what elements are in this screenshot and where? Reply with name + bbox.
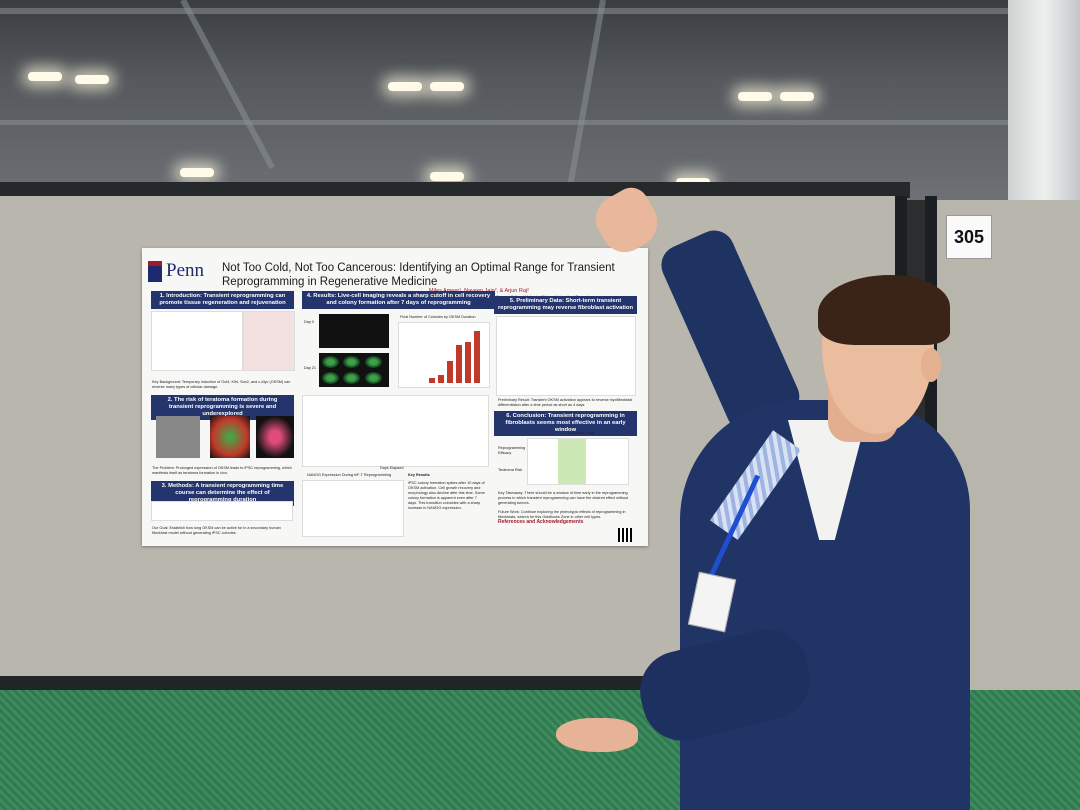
hair (818, 275, 950, 345)
day0-label: Day 0 (304, 320, 314, 324)
figure-preliminary-data (496, 316, 636, 396)
colony-count-bar (456, 345, 462, 383)
figure-teratoma-stain (210, 416, 250, 458)
white-column (1008, 0, 1080, 200)
colony-count-bar (474, 331, 480, 383)
goldilocks-diagram (527, 438, 629, 485)
colony (343, 356, 360, 368)
ceiling (0, 0, 1080, 200)
key-results-heading: Key Results (408, 473, 430, 477)
pointing-hand (556, 718, 638, 752)
ceiling-light (430, 82, 464, 91)
ceiling-truss (0, 120, 1080, 125)
section-header-2: 2. The risk of teratoma formation during… (151, 395, 294, 420)
colony-count-bar (438, 375, 444, 383)
shield-icon (148, 260, 162, 282)
colony (343, 372, 360, 384)
ceiling-truss (0, 8, 1080, 14)
gfp-line-charts (302, 395, 489, 467)
ceiling-light (180, 168, 214, 177)
colony-count-bar (465, 342, 471, 383)
nanog-line-chart (302, 480, 404, 537)
ceiling-truss (567, 0, 606, 188)
references-heading: References and Acknowledgements (498, 519, 584, 525)
figure-schematic (151, 311, 243, 371)
figure-tissue-image (156, 416, 200, 458)
section-header-5: 5. Preliminary Data: Short-term transien… (494, 296, 637, 314)
days-elapsed-label: Days Elapsed (380, 466, 404, 470)
penn-logo: Penn (148, 258, 214, 284)
colony (322, 356, 339, 368)
future-work-text: Future Work: Continue exploring the phen… (498, 510, 626, 519)
figure-cell-grid (243, 311, 295, 371)
booth-number-sign: 305 (946, 215, 992, 259)
figure-fluorescence (256, 416, 294, 458)
ceiling-light (28, 72, 62, 81)
colonies-chart-title: Final Number of Colonies by OKSM Duratio… (400, 315, 476, 319)
ceiling-light (388, 82, 422, 91)
problem-text: The Problem: Prolonged expression of OKS… (152, 466, 292, 475)
goldilocks-label: Goldilocks Zone (567, 431, 595, 435)
colony-count-bar (447, 361, 453, 383)
poster-title: Not Too Cold, Not Too Cancerous: Identif… (222, 262, 615, 288)
ceiling-truss (180, 0, 275, 170)
colony-count-bar (429, 378, 435, 383)
colony (322, 372, 339, 384)
ceiling-light (738, 92, 772, 101)
key-takeaway-text: Key Takeaway: There should be a window o… (498, 491, 629, 505)
figure-timeline (151, 501, 293, 521)
section-header-1: 1. Introduction: Transient reprogramming… (151, 291, 294, 309)
goldilocks-zone (558, 439, 586, 484)
ceiling-light (780, 92, 814, 101)
reprogramming-efficacy-label: Reprogramming Efficacy (498, 446, 526, 455)
ceiling-light (75, 75, 109, 84)
nanog-chart-title: NANOG Expression During hiF-T Reprogramm… (307, 473, 392, 477)
logo-text: Penn (166, 260, 204, 281)
live-cell-images-day21 (319, 353, 389, 387)
qr-code-icon (618, 528, 632, 542)
live-cell-images-day0 (319, 314, 389, 348)
ceiling-light (430, 172, 464, 181)
colony (365, 372, 382, 384)
colonies-bar-chart (398, 322, 490, 388)
research-poster: Penn Not Too Cold, Not Too Cancerous: Id… (142, 248, 648, 546)
preliminary-result-text: Preliminary Result: Transient OKSM activ… (498, 398, 633, 407)
board-frame-top (0, 182, 910, 198)
goal-text: Our Goal: Establish how long OKSM can be… (152, 526, 281, 535)
colony (365, 356, 382, 368)
section-header-6: 6. Conclusion: Transient reprogramming i… (494, 411, 637, 436)
key-results-text: iPSC colony formation spikes after 10 da… (408, 481, 485, 510)
key-background-text: Key Background: Temporary induction of O… (152, 380, 291, 389)
ear (921, 348, 941, 382)
day21-label: Day 21 (304, 366, 317, 370)
teratoma-risk-label: Teratoma Risk (498, 468, 523, 472)
section-header-4: 4. Results: Live-cell imaging reveals a … (302, 291, 495, 309)
